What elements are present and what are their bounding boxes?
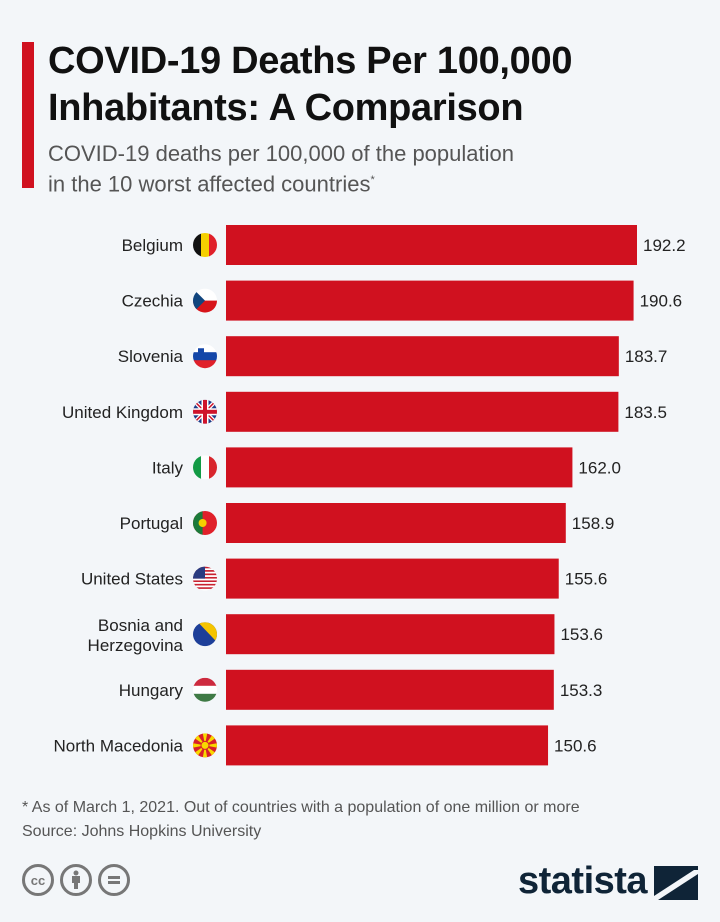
subtitle-asterisk: * (370, 174, 375, 186)
license-icons: cc (22, 864, 130, 896)
value-label: 183.5 (624, 403, 667, 422)
bar (226, 614, 555, 655)
category-label: Hungary (119, 681, 184, 700)
category-label: Slovenia (118, 347, 184, 366)
category-label: North Macedonia (54, 736, 184, 755)
bar (226, 558, 559, 599)
subtitle-line-1: COVID-19 deaths per 100,000 of the popul… (48, 141, 514, 166)
bar (226, 725, 549, 766)
value-label: 153.6 (560, 625, 603, 644)
value-label: 192.2 (643, 236, 686, 255)
attribution-icon[interactable] (60, 864, 92, 896)
italy-flag-icon (193, 455, 217, 480)
bar (226, 336, 619, 377)
bar (226, 391, 619, 432)
bar (226, 503, 566, 543)
category-label: Italy (152, 458, 184, 477)
cc-icon[interactable]: cc (22, 864, 54, 896)
value-label: 150.6 (554, 736, 597, 755)
hungary-flag-icon (193, 677, 217, 702)
category-label: Czechia (122, 292, 184, 311)
bar (226, 280, 634, 321)
chart-title: COVID-19 Deaths Per 100,000 Inhabitants:… (48, 40, 573, 129)
value-label: 183.7 (625, 347, 668, 366)
slovenia-flag-icon (193, 344, 217, 369)
chart-subtitle: COVID-19 deaths per 100,000 of the popul… (48, 140, 514, 197)
category-label: United Kingdom (62, 403, 183, 422)
source: Source: Johns Hopkins University (22, 823, 262, 840)
subtitle-line-2: in the 10 worst affected countries (48, 171, 371, 197)
category-label: Belgium (122, 236, 183, 255)
statista-logo[interactable]: statista (518, 860, 648, 902)
bar-chart: Belgium 192.2 Czechia 190.6 Slovenia 183.7 Uni… (54, 225, 686, 766)
uk-flag-icon (193, 399, 217, 424)
portugal-flag-icon (193, 511, 217, 535)
bar (226, 225, 637, 265)
statista-logo-mark-icon (654, 866, 698, 900)
footnote: * As of March 1, 2021. Out of countries … (22, 799, 580, 816)
north-macedonia-flag-icon (193, 733, 217, 758)
no-derivatives-icon[interactable] (98, 864, 130, 896)
category-label: Portugal (120, 514, 183, 533)
us-flag-icon (193, 566, 217, 591)
title-accent-bar (22, 42, 34, 188)
footer: * As of March 1, 2021. Out of countries … (22, 796, 580, 844)
bar (226, 447, 573, 488)
value-label: 155.6 (565, 570, 608, 589)
belgium-flag-icon (193, 233, 217, 257)
value-label: 158.9 (572, 514, 615, 533)
bosnia-flag-icon (193, 622, 217, 647)
value-label: 190.6 (640, 292, 683, 311)
bar (226, 669, 554, 710)
value-label: 153.3 (560, 681, 603, 700)
category-label: Bosnia and Herzegovina (88, 616, 184, 655)
value-label: 162.0 (578, 458, 621, 477)
czechia-flag-icon (193, 288, 217, 313)
category-label: United States (81, 570, 183, 589)
